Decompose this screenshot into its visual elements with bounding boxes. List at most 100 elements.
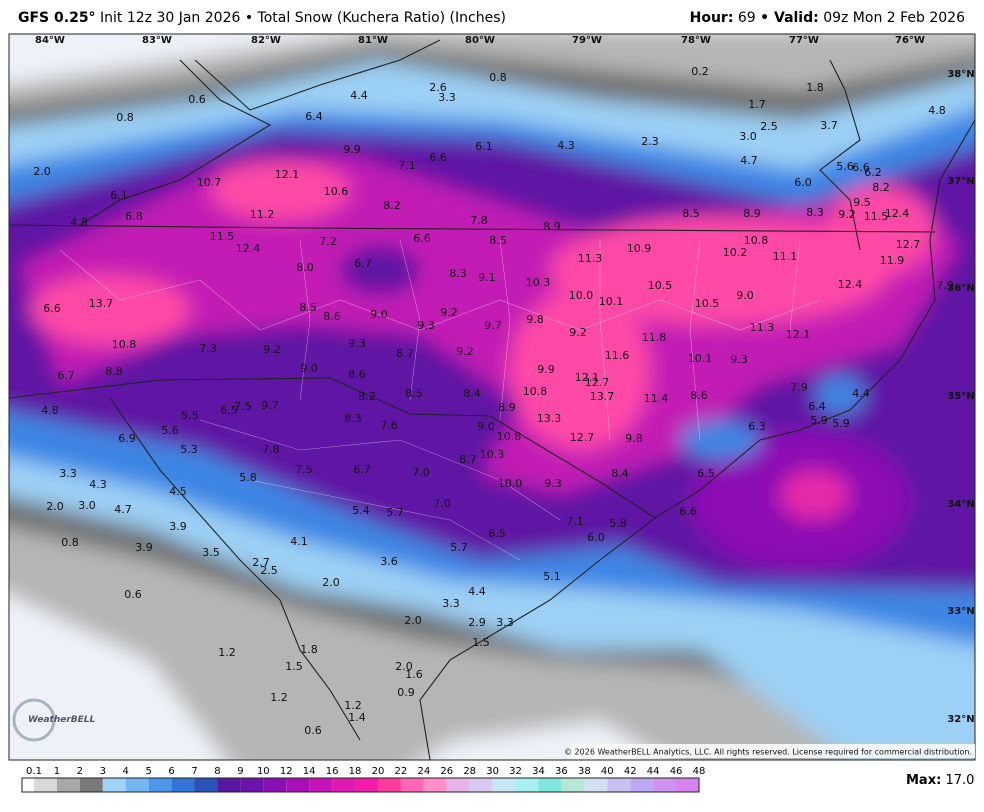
snow-amount: 4.8	[928, 104, 946, 117]
colorbar-segment	[22, 778, 34, 792]
snow-amount: 8.4	[463, 387, 481, 400]
snow-amount: 2.0	[395, 660, 413, 673]
colorbar-label: 16	[326, 766, 339, 777]
snow-amount: 0.6	[124, 588, 142, 601]
colorbar-segment	[263, 778, 287, 792]
map-frame	[8, 33, 976, 761]
snow-amount: 8.4	[611, 467, 629, 480]
colorbar-label: 1	[54, 766, 60, 777]
snow-amount: 9.2	[440, 306, 458, 319]
snow-amount: 3.0	[739, 130, 757, 143]
snow-amount: 4.4	[350, 89, 368, 102]
snow-amount: 2.5	[760, 120, 778, 133]
snow-amount: 2.5	[260, 564, 278, 577]
snow-amount: 6.6	[852, 161, 870, 174]
longitude-label: 77°W	[789, 35, 819, 46]
colorbar-label: 10	[257, 766, 270, 777]
valid: 09z Mon 2 Feb 2026	[823, 10, 965, 26]
colorbar-segment	[332, 778, 356, 792]
longitude-label: 78°W	[681, 35, 711, 46]
longitude-label: 83°W	[142, 35, 172, 46]
latitude-label: 38°N	[947, 69, 974, 80]
snow-amount: 8.7	[396, 347, 414, 360]
latitude-label: 33°N	[947, 606, 974, 617]
colorbar-segment	[561, 778, 585, 792]
colorbar-segment	[240, 778, 264, 792]
snow-amount: 4.7	[114, 503, 132, 516]
snow-amount: 13.3	[537, 412, 562, 425]
snow-amount: 12.1	[275, 168, 300, 181]
snow-amount: 2.3	[641, 135, 659, 148]
snow-amount: 5.7	[450, 541, 468, 554]
hour: 69	[738, 10, 756, 26]
colorbar-label: 24	[417, 766, 430, 777]
snow-amount: 10.8	[523, 385, 548, 398]
snow-amount: 5.5	[181, 409, 199, 422]
snow-amount: 0.6	[304, 724, 322, 737]
snow-amount: 7.9	[936, 279, 954, 292]
snow-amount: 8.6	[690, 389, 708, 402]
snow-amount: 3.9	[169, 520, 187, 533]
snow-amount: 6.6	[43, 302, 61, 315]
snow-amount: 13.7	[590, 390, 615, 403]
snow-amount: 8.5	[489, 234, 507, 247]
snow-amount: 12.4	[885, 207, 910, 220]
snow-amount: 4.3	[557, 139, 575, 152]
snow-amount: 7.0	[433, 497, 451, 510]
map-labels: 0.60.84.42.63.30.8 0.21.81.72.53.03.74.86…	[33, 65, 954, 737]
colorbar-label: 40	[601, 766, 614, 777]
snow-amount: 10.5	[648, 279, 673, 292]
snow-amount: 11.3	[750, 321, 775, 334]
snow-amount: 2.0	[322, 576, 340, 589]
snow-amount: 6.4	[305, 110, 323, 123]
snow-amount: 9.3	[348, 337, 366, 350]
snow-amount: 10.6	[324, 185, 349, 198]
snow-amount: 2.6	[429, 81, 447, 94]
county-lines	[59, 239, 821, 561]
snow-amount: 10.1	[599, 295, 624, 308]
colorbar-segment	[309, 778, 333, 792]
snow-amount: 12.7	[896, 238, 921, 251]
colorbar-segment	[676, 778, 699, 792]
snow-amount: 10.9	[627, 242, 652, 255]
snow-amount: 6.6	[429, 151, 447, 164]
latitude-label: 35°N	[947, 391, 974, 402]
snow-amount: 4.4	[852, 387, 870, 400]
snow-amount: 1.6	[405, 668, 423, 681]
snow-amount: 10.3	[480, 448, 505, 461]
copyright-box	[572, 744, 975, 758]
snow-amount: 6.4	[808, 400, 826, 413]
colorbar-segment	[125, 778, 149, 792]
max-label: Max:	[906, 773, 941, 788]
snow-amount: 3.0	[78, 499, 96, 512]
snow-amount: 8.3	[806, 206, 824, 219]
snow-amount: 3.5	[202, 546, 220, 559]
snow-amount: 6.7	[353, 463, 371, 476]
snow-amount: 10.7	[197, 176, 222, 189]
colorbar-label: 2	[77, 766, 83, 777]
valid-time: Hour: 69 • Valid: 09z Mon 2 Feb 2026	[690, 10, 965, 26]
snow-amount: 7.5	[295, 463, 313, 476]
snow-amount: 6.5	[488, 527, 506, 540]
longitude-label: 81°W	[358, 35, 388, 46]
snow-amount: 8.9	[543, 220, 561, 233]
logo: WeatherBELL	[12, 698, 96, 742]
colorbar-segment	[102, 778, 126, 792]
max: Max: 17.0	[906, 773, 974, 788]
snow-amount: 9.5	[853, 196, 871, 209]
snow-amount: 7.8	[262, 443, 280, 456]
snow-amount: 5.6	[836, 160, 854, 173]
colorbar-label: 28	[463, 766, 476, 777]
snow-amount: 8.5	[682, 207, 700, 220]
colorbar-segment	[171, 778, 195, 792]
snow-amount: 5.8	[609, 517, 627, 530]
snow-amount: 10.3	[526, 276, 551, 289]
snow-amount: 7.5	[234, 400, 252, 413]
snow-amount: 3.3	[442, 597, 460, 610]
latitude-label: 37°N	[947, 176, 974, 187]
snow-amount: 9.0	[300, 362, 318, 375]
colorbar-label: 38	[578, 766, 591, 777]
longitude-label: 82°W	[251, 35, 281, 46]
snow-amount: 2.0	[404, 614, 422, 627]
